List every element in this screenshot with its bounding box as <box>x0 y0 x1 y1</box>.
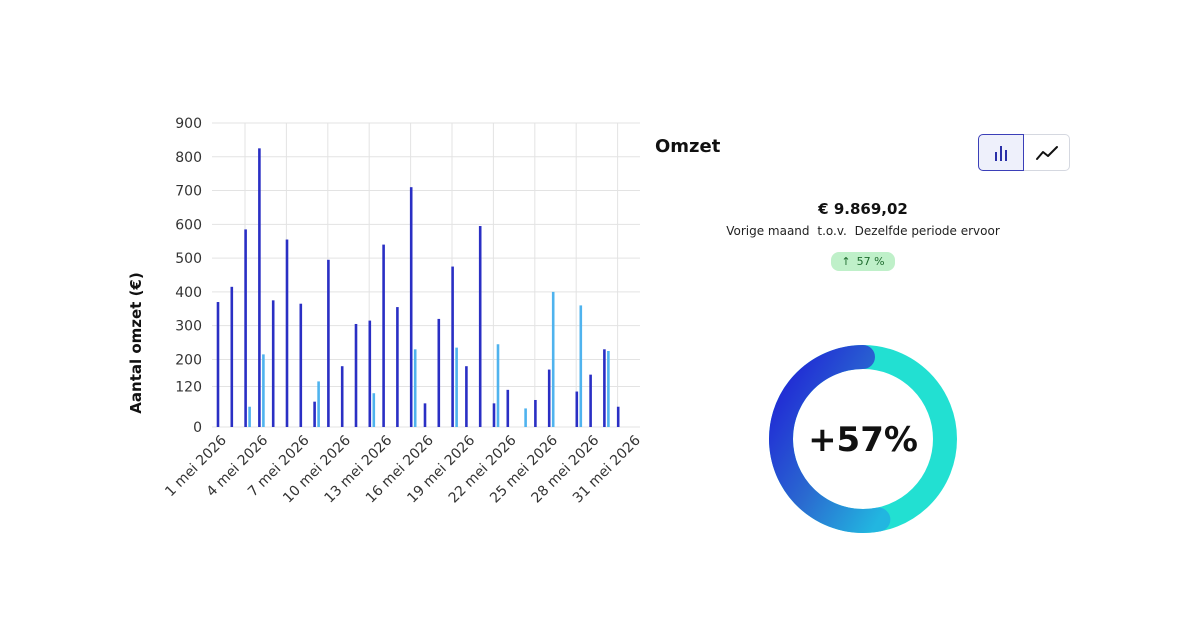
bar-series-1 <box>437 318 441 427</box>
bar-series-1 <box>616 406 620 427</box>
bar-series-1 <box>534 399 537 427</box>
growth-badge-value: 57 % <box>856 255 885 268</box>
bar-chart: 0 120 200 300 400 500 600 700 800 900 1 mei 20264… <box>127 116 644 506</box>
bar-series-2 <box>551 291 555 427</box>
bar-series-1 <box>216 302 220 427</box>
panel-title: Omzet <box>655 136 721 157</box>
bar-series-1 <box>409 187 413 427</box>
bar-series-1 <box>603 349 606 427</box>
y-tick-label: 200 <box>175 352 202 368</box>
y-tick-label: 0 <box>193 420 202 436</box>
bar-series-2 <box>317 381 320 427</box>
bar-series-2 <box>607 351 610 427</box>
bar-series-1 <box>575 391 579 427</box>
bar-series-1 <box>299 303 303 427</box>
bar-series-2 <box>496 344 500 427</box>
y-tick-label: 700 <box>175 184 202 200</box>
y-tick-label: 900 <box>175 116 202 132</box>
bar-series-2 <box>372 393 376 427</box>
bar-chart-toggle-button[interactable] <box>978 134 1024 171</box>
bar-series-1 <box>506 389 510 427</box>
bar-series-2 <box>524 408 527 427</box>
bar-series-1 <box>340 366 344 427</box>
compare-previous-month: Vorige maand <box>726 224 810 238</box>
bar-series-1 <box>589 374 592 427</box>
arrow-up-icon: ↑ <box>841 255 851 268</box>
bar-series-1 <box>244 229 247 427</box>
bar-series-1 <box>354 323 358 427</box>
bar-chart-icon <box>995 145 1007 161</box>
bar-series-1 <box>271 300 275 427</box>
y-tick-label: 400 <box>175 285 202 301</box>
y-tick-label: 300 <box>175 319 202 335</box>
y-tick-label: 120 <box>175 379 202 395</box>
bar-series-1 <box>451 266 454 427</box>
bar-series-1 <box>396 307 399 427</box>
bar-series-1 <box>423 403 427 427</box>
y-tick-label: 800 <box>175 150 202 166</box>
bar-series-2 <box>455 347 458 427</box>
bar-series-1 <box>492 403 496 427</box>
y-axis-label: Aantal omzet (€) <box>127 272 145 413</box>
bar-series-1 <box>478 226 482 427</box>
growth-badge: ↑ 57 % <box>831 252 895 271</box>
bar-series-1 <box>258 148 261 428</box>
total-revenue: € 9.869,02 <box>818 200 908 218</box>
bar-series-1 <box>230 286 234 427</box>
y-tick-label: 600 <box>175 217 202 233</box>
y-axis-ticks: 0 120 200 300 400 500 600 700 800 900 <box>175 116 202 436</box>
growth-donut: +57% <box>769 345 957 533</box>
bar-series-1 <box>313 401 316 427</box>
line-chart-toggle-button[interactable] <box>1024 134 1070 171</box>
compare-versus: t.o.v. <box>817 224 847 238</box>
donut-label: +57% <box>808 420 918 460</box>
bar-series-2 <box>413 349 417 427</box>
chart-type-toggle <box>978 134 1070 171</box>
comparison-text: Vorige maand t.o.v. Dezelfde periode erv… <box>700 224 1026 238</box>
chart-bars <box>216 148 620 428</box>
compare-same-period: Dezelfde periode ervoor <box>854 224 1000 238</box>
donut-progress-arc <box>769 345 891 533</box>
bar-series-2 <box>248 406 251 427</box>
bar-series-1 <box>382 244 385 427</box>
bar-series-1 <box>327 259 330 427</box>
revenue-summary: € 9.869,02 Vorige maand t.o.v. Dezelfde … <box>700 200 1026 271</box>
bar-series-2 <box>262 354 265 427</box>
bar-series-1 <box>368 320 372 427</box>
bar-series-1 <box>285 239 289 427</box>
y-tick-label: 500 <box>175 251 202 267</box>
line-chart-icon <box>1035 145 1058 160</box>
bar-series-1 <box>465 366 468 427</box>
bar-series-2 <box>579 305 583 427</box>
chart-grid <box>212 122 640 428</box>
bar-series-1 <box>547 369 551 427</box>
